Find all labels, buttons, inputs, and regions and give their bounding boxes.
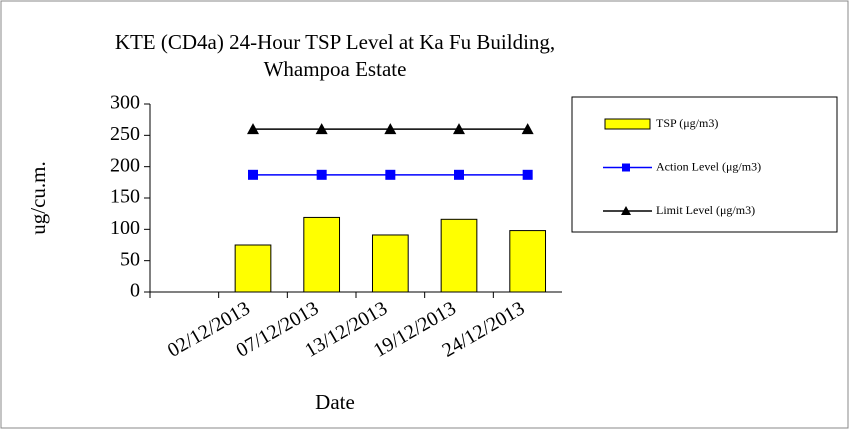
marker	[248, 169, 258, 180]
y-tick-label: 150	[110, 186, 140, 208]
marker	[453, 123, 465, 135]
x-axis-label: Date	[315, 390, 355, 414]
marker	[315, 123, 328, 135]
marker	[522, 169, 533, 180]
legend-label: Action Level (μg/m3)	[656, 159, 761, 173]
marker	[521, 123, 534, 135]
marker	[454, 169, 464, 180]
marker	[384, 123, 397, 135]
bar	[303, 216, 341, 293]
bar	[371, 234, 409, 293]
legend-label: Limit Level (μg/m3)	[656, 203, 755, 217]
y-axis-label: ug/cu.m.	[26, 161, 50, 235]
legend-swatch	[604, 118, 651, 130]
marker	[247, 123, 259, 135]
y-tick-label: 300	[110, 92, 140, 114]
legend-marker	[622, 163, 630, 172]
marker	[316, 169, 327, 180]
y-tick-label: 50	[120, 248, 140, 270]
y-tick-label: 250	[110, 123, 140, 145]
chart-title: Whampoa Estate	[264, 57, 407, 81]
y-tick-label: 0	[130, 280, 140, 302]
legend-marker	[621, 206, 631, 215]
bar	[234, 244, 272, 293]
legend-label: TSP (μg/m3)	[656, 116, 718, 130]
bar	[509, 230, 547, 293]
y-tick-label: 200	[110, 154, 140, 176]
bar	[440, 218, 478, 293]
chart-title: KTE (CD4a) 24-Hour TSP Level at Ka Fu Bu…	[115, 30, 555, 54]
marker	[385, 169, 396, 180]
y-tick-label: 100	[110, 217, 140, 239]
